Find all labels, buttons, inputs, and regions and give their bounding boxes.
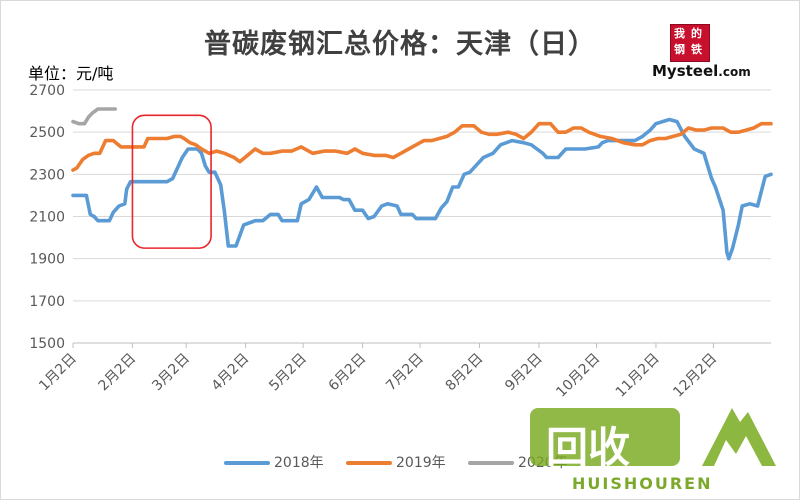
- legend-swatch-2018: [224, 461, 270, 465]
- unit-label: 单位：元/吨: [28, 64, 114, 83]
- highlight-box: [131, 114, 212, 249]
- y-tick-label: 2500: [29, 125, 65, 141]
- y-tick-label: 2300: [29, 167, 65, 183]
- x-tick-label: 7月2日: [383, 351, 427, 395]
- legend-swatch-2019: [346, 461, 392, 465]
- y-tick-label: 1900: [29, 252, 65, 268]
- series-line-2020年: [71, 107, 117, 126]
- watermark-badge: 回收: [530, 408, 680, 472]
- chart-title: 普碳废钢汇总价格：天津（日）: [204, 29, 596, 60]
- y-tick-label: 2100: [29, 210, 65, 226]
- x-tick-label: 4月2日: [209, 351, 253, 395]
- x-tick-label: 6月2日: [326, 351, 370, 395]
- x-tick-label: 5月2日: [266, 351, 310, 395]
- x-tick-label: 12月2日: [670, 351, 720, 401]
- legend-item-2018: 2018年: [224, 452, 324, 472]
- series-line-2019年: [71, 121, 773, 172]
- series-line-2018年: [71, 117, 773, 261]
- legend-item-2019: 2019年: [346, 452, 446, 472]
- watermark-text: HUISHOUREN: [572, 474, 713, 493]
- watermark-figure-icon: [702, 408, 776, 466]
- x-tick-label: 3月2日: [149, 351, 193, 395]
- x-tick-label: 9月2日: [502, 351, 546, 395]
- x-tick-label: 11月2日: [613, 351, 663, 401]
- x-tick-label: 10月2日: [553, 351, 603, 401]
- legend-swatch-2020: [468, 461, 514, 465]
- x-tick-label: 1月2日: [36, 351, 80, 395]
- x-tick-label: 8月2日: [443, 351, 487, 395]
- legend-label-2018: 2018年: [274, 455, 324, 471]
- y-tick-label: 2700: [29, 83, 65, 99]
- y-tick-label: 1700: [29, 294, 65, 310]
- y-tick-label: 1500: [29, 336, 65, 352]
- logo-badge: 我的 钢铁: [670, 24, 710, 62]
- legend-label-2019: 2019年: [396, 455, 446, 471]
- mysteel-logo: 我的 钢铁 Mysteel.com: [652, 24, 762, 82]
- huishouren-watermark: 回收 HUISHOUREN: [530, 400, 790, 495]
- logo-wordmark: Mysteel.com: [652, 62, 751, 80]
- x-tick-label: 2月2日: [96, 351, 140, 395]
